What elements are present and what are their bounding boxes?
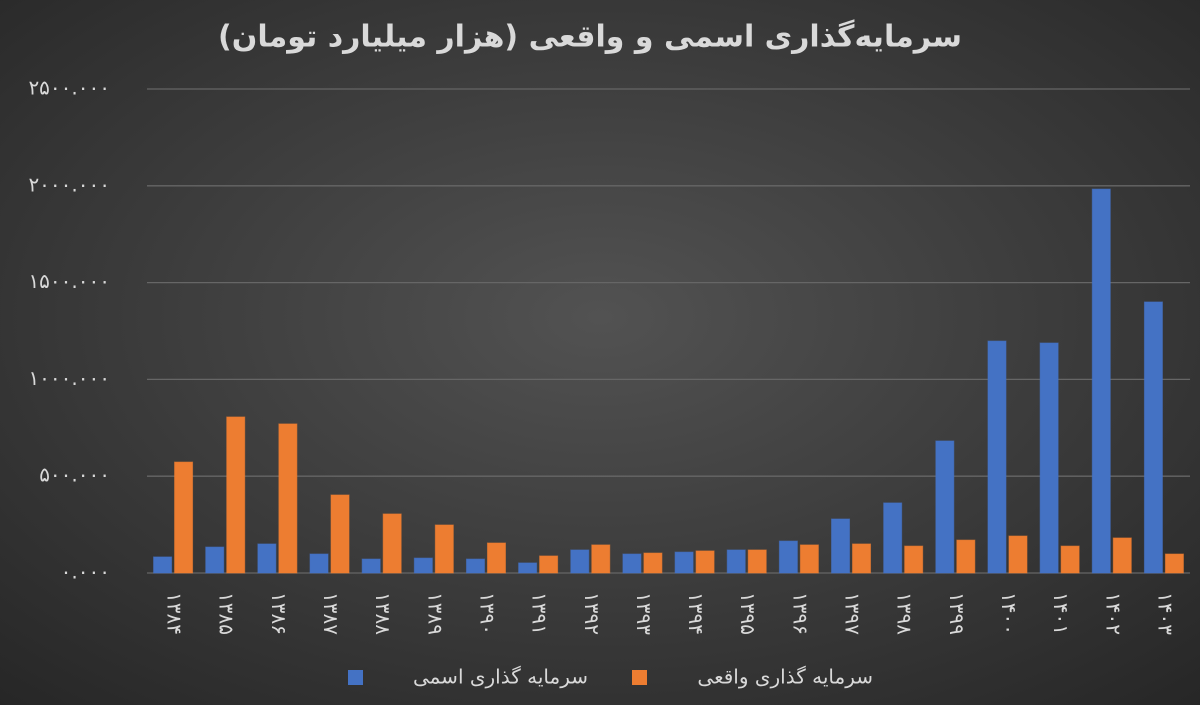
y-tick-label: ۵۰۰.۰۰۰	[39, 463, 110, 487]
legend-label: سرمایه گذاری اسمی	[413, 665, 588, 689]
x-tick-label: ۱۳۹۴	[684, 592, 708, 635]
y-tick-label: ۱۰۰۰.۰۰۰	[28, 366, 110, 390]
legend-swatch	[632, 670, 647, 685]
x-tick-label: ۱۳۸۷	[319, 592, 343, 635]
bar	[153, 556, 173, 574]
y-tick-label: ۱۵۰۰.۰۰۰	[28, 269, 110, 293]
bar	[935, 440, 955, 574]
chart-title: سرمایه‌گذاری اسمی و واقعی (هزار میلیارد …	[218, 19, 962, 55]
x-tick-label: ۱۳۸۴	[163, 592, 187, 635]
bar	[799, 544, 819, 574]
x-tick-label: ۱۳۹۵	[736, 592, 760, 635]
bar	[278, 423, 298, 574]
bar	[486, 542, 506, 574]
x-tick-label: ۱۳۹۱	[528, 592, 552, 635]
x-tick-label: ۱۳۸۹	[423, 592, 447, 635]
bar	[309, 553, 329, 574]
x-tick-label: ۱۳۹۲	[580, 592, 604, 635]
bar	[831, 518, 851, 574]
bar	[434, 524, 454, 574]
legend-label: سرمایه گذاری واقعی	[697, 665, 873, 689]
x-tick-label: ۱۳۹۹	[945, 592, 969, 635]
x-tick-label: ۱۳۹۶	[788, 592, 812, 635]
bar	[591, 544, 611, 574]
bar	[330, 494, 350, 574]
bar	[1039, 342, 1059, 574]
bar	[1060, 545, 1080, 574]
bar	[674, 551, 694, 574]
bar	[1112, 537, 1132, 574]
bar	[852, 543, 872, 574]
x-tick-label: ۱۳۸۵	[215, 592, 239, 635]
y-tick-label: ۲۰۰۰.۰۰۰	[28, 172, 110, 196]
x-tick-label: ۱۳۹۳	[632, 592, 656, 635]
bar	[205, 546, 225, 574]
bar	[1008, 535, 1028, 574]
bar	[726, 549, 746, 574]
x-tick-label: ۱۳۸۸	[371, 592, 395, 635]
bar	[1143, 301, 1163, 574]
bar	[465, 558, 485, 574]
bar	[904, 545, 924, 574]
x-tick-label: ۱۴۰۰	[997, 592, 1021, 635]
bar	[643, 552, 663, 574]
legend-swatch	[348, 670, 363, 685]
y-tick-label: ۲۵۰۰.۰۰۰	[28, 76, 110, 100]
bar	[539, 555, 559, 574]
bar	[695, 550, 715, 574]
x-tick-label: ۱۳۹۸	[893, 592, 917, 635]
bar	[361, 558, 381, 574]
bar	[174, 461, 194, 574]
x-tick-label: ۱۴۰۳	[1153, 592, 1177, 635]
bar	[1164, 553, 1184, 574]
bar	[622, 553, 642, 574]
bar	[987, 340, 1007, 574]
bar	[257, 543, 277, 574]
bar	[747, 549, 767, 574]
x-tick-label: ۱۴۰۱	[1049, 592, 1073, 635]
bar	[226, 416, 246, 574]
x-tick-label: ۱۳۹۷	[841, 592, 865, 635]
bar	[778, 540, 798, 574]
bar	[382, 513, 402, 574]
bar	[956, 539, 976, 574]
bar	[883, 502, 903, 574]
y-tick-label: ۰.۰۰۰	[61, 560, 110, 584]
bar	[518, 562, 538, 574]
bar	[413, 557, 433, 574]
x-tick-label: ۱۳۹۰	[475, 592, 499, 635]
bar	[570, 549, 590, 574]
x-tick-label: ۱۴۰۲	[1101, 592, 1125, 635]
x-tick-label: ۱۳۸۶	[267, 592, 291, 635]
bar	[1091, 188, 1111, 574]
